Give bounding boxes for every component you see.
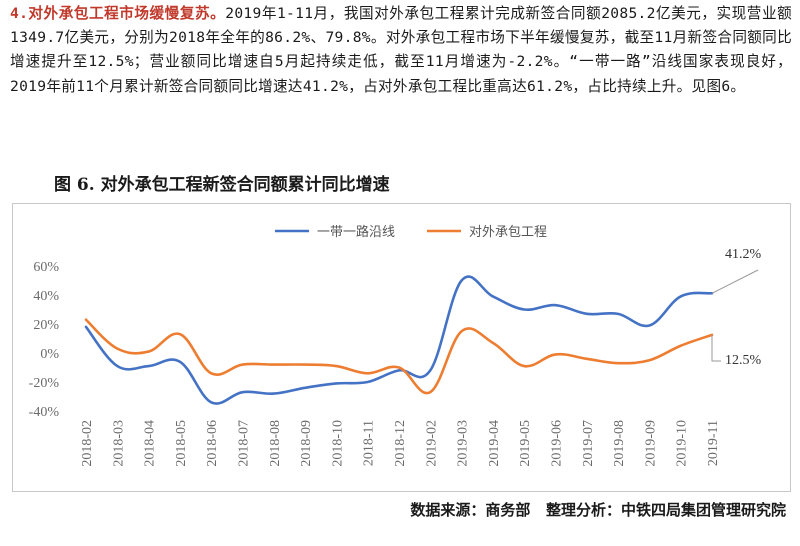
x-tick-label: 2019-02 xyxy=(424,420,439,467)
y-tick-label: 0% xyxy=(40,347,59,362)
y-tick-label: 40% xyxy=(33,289,59,304)
paragraph-heading: 4.对外承包工程市场缓慢复苏。 xyxy=(10,5,226,22)
x-tick-label: 2019-06 xyxy=(550,420,565,467)
data-label: 12.5% xyxy=(725,353,762,368)
x-tick-label: 2018-09 xyxy=(299,420,314,467)
y-tick-label: 60% xyxy=(33,260,59,275)
y-tick-label: 20% xyxy=(33,318,59,333)
figure-source: 数据来源：商务部 整理分析：中铁四局集团管理研究院 xyxy=(410,501,786,519)
x-tick-label: 2018-08 xyxy=(268,420,283,467)
x-tick-label: 2018-12 xyxy=(393,420,408,467)
x-tick-label: 2019-05 xyxy=(518,420,533,467)
series-line-1 xyxy=(84,275,714,405)
x-tick-label: 2018-02 xyxy=(80,420,95,467)
series-line-2 xyxy=(84,318,714,395)
paragraph-body: 2019年1-11月，我国对外承包工程累计完成新签合同额2085.2亿美元，实现… xyxy=(10,5,792,95)
x-tick-label: 2018-04 xyxy=(143,420,158,467)
x-tick-label: 2019-07 xyxy=(581,420,596,467)
intro-paragraph: 4.对外承包工程市场缓慢复苏。2019年1-11月，我国对外承包工程累计完成新签… xyxy=(10,2,792,99)
chart-container: -40% -20% 0% 20% 40% 60% 2018-02 2018-03 2018-04… xyxy=(12,203,791,492)
annotation-leader xyxy=(711,334,721,362)
y-tick-label: -20% xyxy=(29,376,60,391)
figure-title: 图 6. 对外承包工程新签合同额累计同比增速 xyxy=(54,175,390,195)
x-tick-label: 2018-06 xyxy=(205,420,220,467)
x-tick-label: 2018-11 xyxy=(362,420,377,466)
x-tick-label: 2019-08 xyxy=(612,420,627,467)
x-tick-label: 2018-10 xyxy=(330,420,345,467)
x-tick-label: 2019-11 xyxy=(706,420,721,466)
x-tick-label: 2019-09 xyxy=(643,420,658,467)
annotation-leader xyxy=(711,269,759,294)
legend-label-2: 对外承包工程 xyxy=(469,225,547,240)
line-chart: -40% -20% 0% 20% 40% 60% 2018-02 2018-03 2018-04… xyxy=(29,224,762,467)
data-label: 41.2% xyxy=(725,247,762,262)
x-tick-label: 2018-07 xyxy=(237,420,252,467)
x-tick-label: 2019-03 xyxy=(456,420,471,467)
x-tick-label: 2019-10 xyxy=(675,420,690,467)
y-tick-label: -40% xyxy=(29,405,60,420)
legend-label-1: 一带一路沿线 xyxy=(317,224,395,240)
x-tick-label: 2019-04 xyxy=(487,420,502,467)
x-tick-label: 2018-05 xyxy=(174,420,189,467)
x-tick-label: 2018-03 xyxy=(111,420,126,467)
